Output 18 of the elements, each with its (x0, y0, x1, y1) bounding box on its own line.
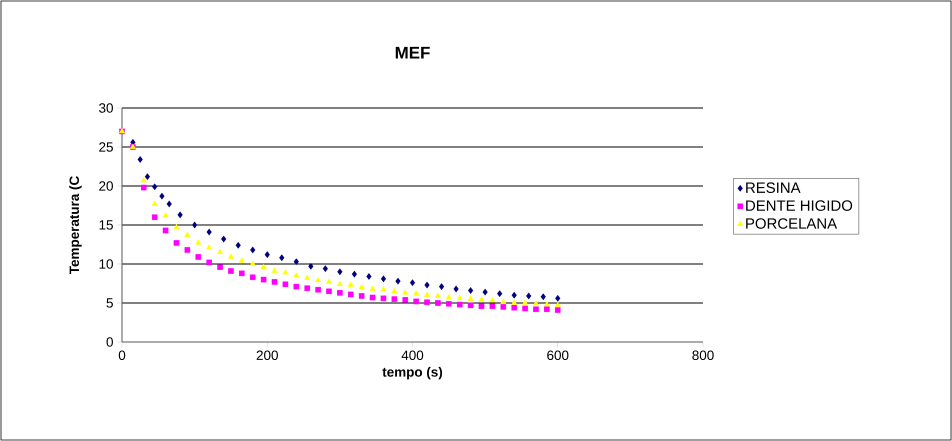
y-tick-label: 15 (100, 220, 113, 230)
x-tick-label: 800 (692, 350, 714, 360)
chart-title: MEF (396, 46, 430, 58)
x-tick-label: 200 (256, 350, 278, 360)
x-tick-label: 400 (402, 350, 424, 360)
legend-label: PORCELANA (746, 218, 838, 229)
x-tick-label: 0 (118, 350, 126, 360)
y-tick-label: 0 (106, 337, 113, 347)
legend-label: RESINA (746, 182, 801, 193)
y-axis-title: Temperatura (C (69, 176, 82, 274)
y-tick-label: 30 (99, 103, 113, 113)
x-tick-label: 600 (547, 350, 568, 360)
legend-label: DENTE HIGIDO (746, 200, 852, 211)
y-tick-label: 25 (99, 142, 113, 152)
y-tick-label: 20 (99, 181, 113, 191)
x-axis-title: tempo (s) (382, 366, 442, 380)
y-tick-label: 10 (100, 259, 113, 269)
y-tick-label: 5 (106, 298, 113, 308)
